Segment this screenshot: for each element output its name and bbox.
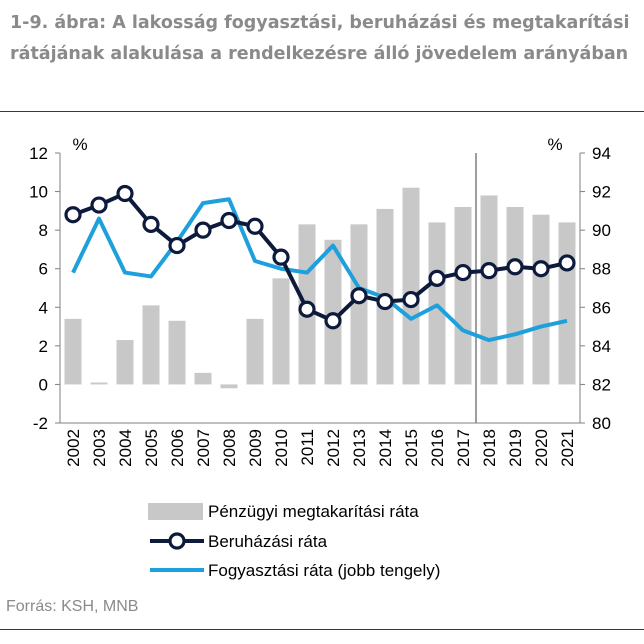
bar-2017 xyxy=(454,207,472,385)
investment-marker-2010 xyxy=(272,248,290,266)
left-tick-label: 10 xyxy=(29,183,48,202)
investment-marker-2005 xyxy=(142,215,160,233)
bar-2006 xyxy=(168,320,186,385)
bar-2007 xyxy=(194,372,212,385)
right-tick-label: 90 xyxy=(592,221,611,240)
bar-2002 xyxy=(64,318,82,385)
legend-swatch-savings xyxy=(148,503,203,520)
bar-2003 xyxy=(90,382,108,385)
investment-marker-2007 xyxy=(194,221,212,239)
left-tick-label: 8 xyxy=(39,221,48,240)
x-tick-label: 2005 xyxy=(142,429,161,467)
investment-marker-2015 xyxy=(402,290,420,309)
investment-marker-2011 xyxy=(298,300,316,318)
left-tick-label: -2 xyxy=(33,414,48,433)
x-tick-label: 2016 xyxy=(428,429,447,467)
x-tick-label: 2003 xyxy=(90,429,109,467)
investment-marker-2021 xyxy=(558,254,576,272)
x-tick-label: 2013 xyxy=(350,429,369,467)
bar-2015 xyxy=(402,187,420,385)
investment-marker-2009 xyxy=(246,217,264,235)
investment-marker-2017 xyxy=(454,263,472,282)
bar-2020 xyxy=(532,214,550,385)
x-tick-label: 2021 xyxy=(558,429,577,467)
bar-2018 xyxy=(480,195,498,385)
source-note: Forrás: KSH, MNB xyxy=(6,598,139,615)
investment-marker-2008 xyxy=(220,211,238,230)
right-tick-label: 94 xyxy=(592,144,611,163)
bar-2021 xyxy=(558,222,576,385)
investment-marker-2019 xyxy=(506,258,524,276)
left-tick-label: 2 xyxy=(39,337,48,356)
left-tick-label: 4 xyxy=(39,298,48,317)
x-tick-label: 2020 xyxy=(532,429,551,467)
left-tick-label: 6 xyxy=(39,260,48,279)
chart-title: 1-9. ábra: A lakosság fogyasztási, beruh… xyxy=(10,13,630,64)
x-tick-label: 2010 xyxy=(272,429,291,467)
left-axis-unit: % xyxy=(72,135,87,154)
investment-marker-2006 xyxy=(168,236,186,255)
title-divider xyxy=(0,111,644,112)
legend-label-savings: Pénzügyi megtakarítási ráta xyxy=(208,502,419,521)
bar-2019 xyxy=(506,207,524,385)
right-tick-label: 84 xyxy=(592,337,611,356)
x-tick-label: 2011 xyxy=(298,429,317,466)
legend-label-consumption: Fogyasztási ráta (jobb tengely) xyxy=(208,561,440,580)
x-tick-label: 2009 xyxy=(246,429,265,467)
legend: Pénzügyi megtakarítási ráta Beruházási r… xyxy=(148,502,440,580)
x-tick-label: 2002 xyxy=(64,429,83,467)
right-tick-label: 86 xyxy=(592,298,611,317)
left-tick-label: 0 xyxy=(39,375,48,394)
bar-2010 xyxy=(272,278,290,385)
left-tick-label: 12 xyxy=(29,144,48,163)
investment-marker-2004 xyxy=(116,184,134,203)
investment-marker-2018 xyxy=(480,262,498,280)
x-axis-tick-labels: 2002 2003 2004 2005 2006 2007 2008 2009 2010 2011… xyxy=(64,429,577,467)
bar-2008 xyxy=(220,384,238,389)
x-tick-label: 2017 xyxy=(454,429,473,467)
x-tick-label: 2015 xyxy=(402,429,421,467)
investment-marker-2014 xyxy=(376,292,394,311)
investment-marker-2020 xyxy=(532,260,550,278)
investment-marker-2016 xyxy=(428,269,446,287)
legend-label-investment: Beruházási ráta xyxy=(208,532,328,551)
x-tick-label: 2004 xyxy=(116,429,135,467)
right-axis-tick-labels: 80 82 84 86 88 90 92 94 xyxy=(592,144,611,433)
bar-2009 xyxy=(246,318,264,385)
investment-marker-2002 xyxy=(64,206,82,224)
x-tick-label: 2008 xyxy=(220,429,239,467)
left-axis-tick-labels: -2 0 2 4 6 8 10 12 xyxy=(29,144,48,433)
chart-axes xyxy=(55,152,585,424)
right-tick-label: 88 xyxy=(592,260,611,279)
bar-2012 xyxy=(324,239,342,385)
x-tick-label: 2014 xyxy=(376,429,395,467)
bar-2005 xyxy=(142,305,160,385)
x-tick-label: 2007 xyxy=(194,429,213,467)
bar-series-savings xyxy=(64,187,576,389)
bottom-divider xyxy=(0,629,644,630)
x-tick-label: 2006 xyxy=(168,429,187,467)
investment-marker-2012 xyxy=(324,312,342,330)
legend-marker-investment xyxy=(168,532,186,550)
x-tick-label: 2018 xyxy=(480,429,499,467)
bar-2004 xyxy=(116,340,134,385)
right-tick-label: 92 xyxy=(592,183,611,202)
right-axis-unit: % xyxy=(547,135,562,154)
x-tick-label: 2012 xyxy=(324,429,343,467)
x-tick-label: 2019 xyxy=(506,429,525,467)
investment-marker-2003 xyxy=(90,196,108,214)
right-tick-label: 82 xyxy=(592,375,611,394)
investment-marker-2013 xyxy=(350,287,368,305)
right-tick-label: 80 xyxy=(592,414,611,433)
line-series-consumption xyxy=(71,197,568,343)
investment-markers xyxy=(64,184,576,330)
bar-2013 xyxy=(350,224,368,385)
